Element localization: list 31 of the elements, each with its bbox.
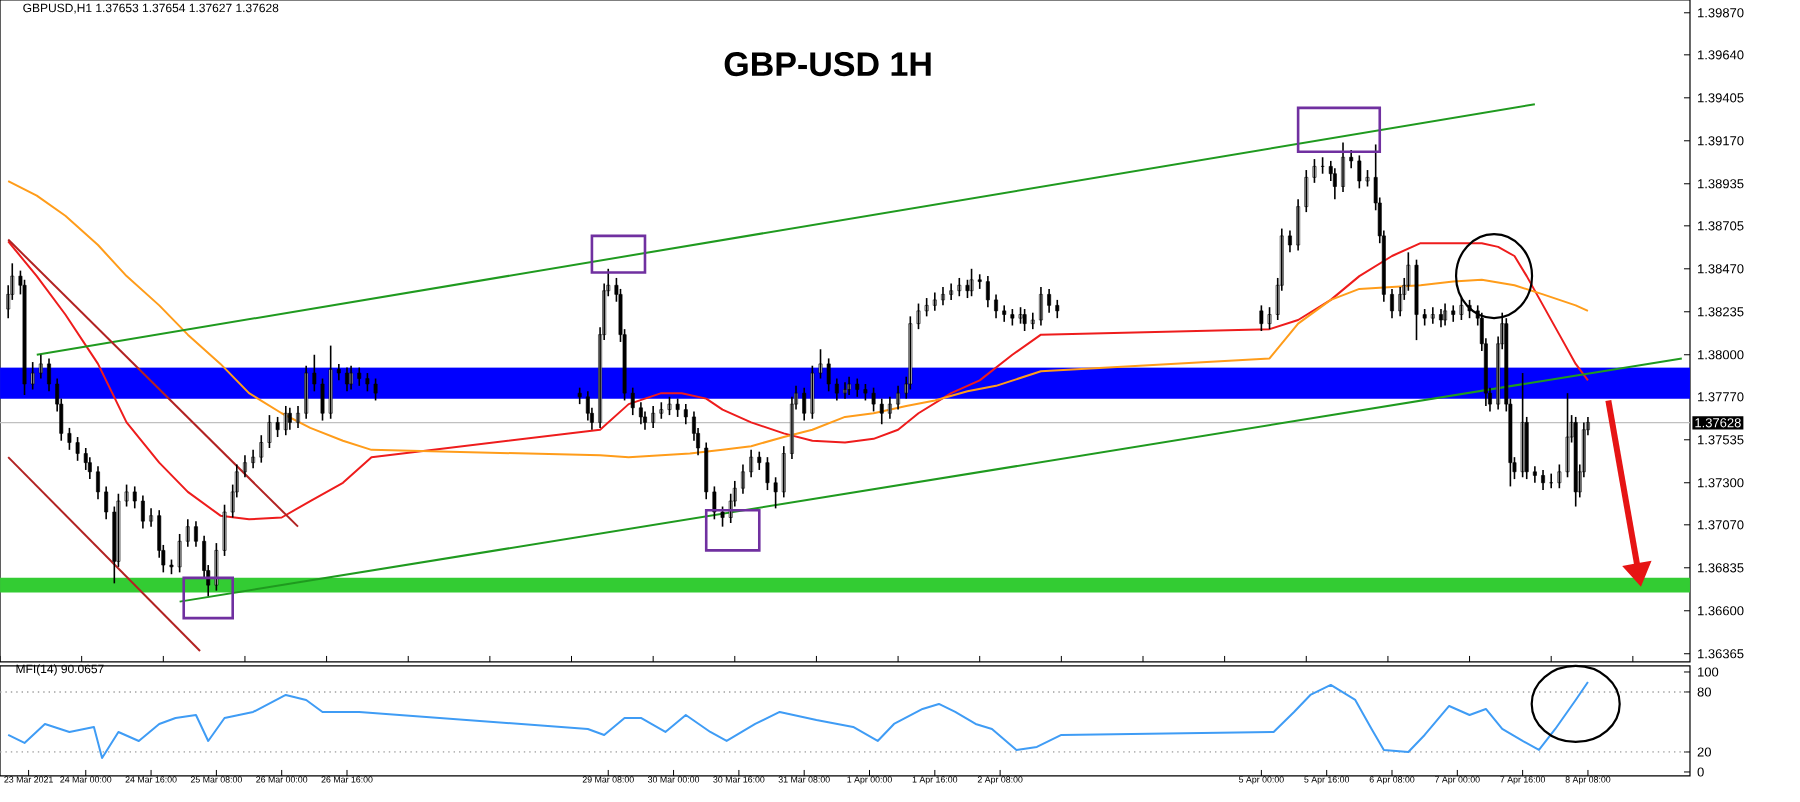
candlestick [675,397,680,418]
candlestick [1055,299,1060,319]
candlestick [365,372,370,393]
candlestick [810,364,815,420]
candlestick [1357,154,1362,190]
candlestick [320,377,325,422]
line-series [7,680,1589,759]
candlestick [1451,304,1456,323]
candlestick [871,386,876,413]
line-series [7,180,1589,459]
candlestick [667,396,672,416]
candlestick [1573,416,1578,508]
text: GBP-USD 1H [724,52,931,77]
candlestick [1022,308,1027,332]
candlestick [957,277,962,298]
candlestick [826,357,831,393]
candlestick [22,278,27,396]
candlestick [969,268,974,298]
candlestick [373,377,378,402]
candlestick [177,533,182,574]
candlestick [1414,258,1419,341]
candlestick [357,366,362,387]
candlestick [855,377,860,398]
candlestick [908,315,913,391]
candlestick [75,436,80,462]
candlestick [977,273,982,290]
candlestick [328,344,333,420]
candlestick [1259,304,1264,332]
candlestick [924,297,929,318]
candlestick [275,416,280,438]
candlestick [765,456,770,491]
